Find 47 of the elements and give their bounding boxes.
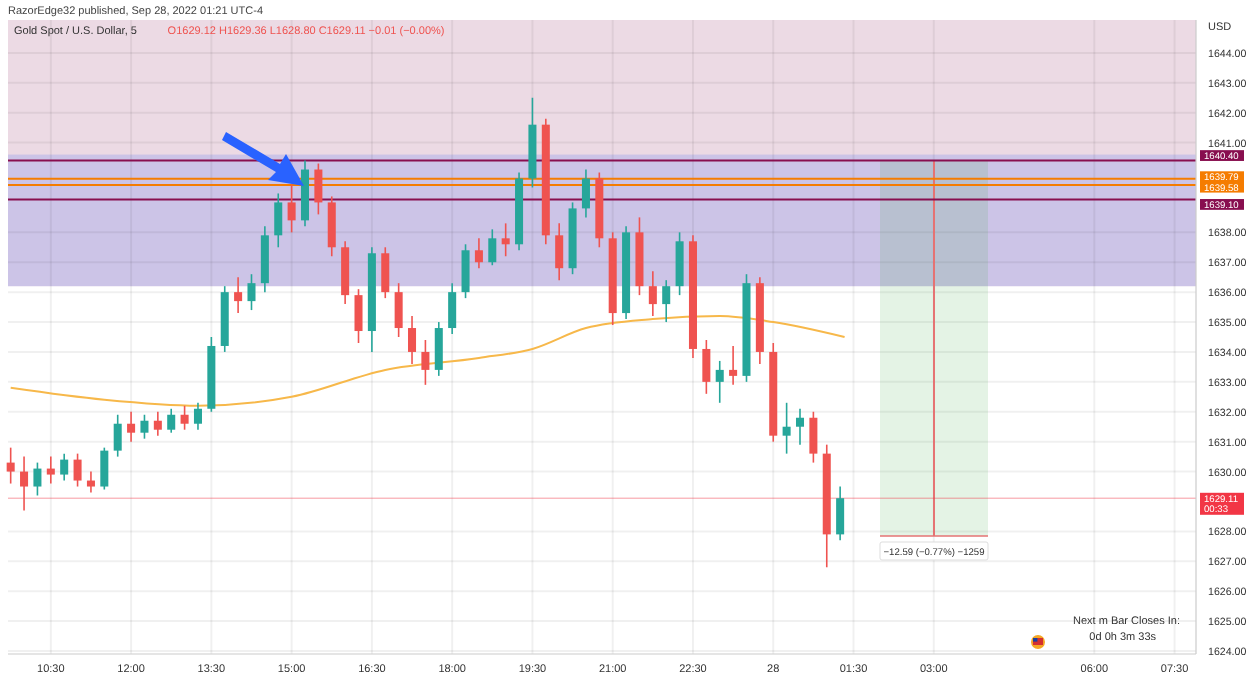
- candlestick: [234, 276, 243, 314]
- candlestick: [140, 413, 149, 440]
- candlestick: [662, 279, 671, 323]
- candlestick: [501, 222, 510, 258]
- candlestick: [715, 360, 724, 404]
- candlestick: [274, 192, 283, 249]
- candlestick: [73, 452, 82, 488]
- candlestick: [20, 455, 29, 512]
- candlestick: [434, 321, 443, 377]
- candlestick: [260, 225, 269, 293]
- candlestick: [488, 228, 497, 267]
- candlestick: [782, 401, 791, 455]
- candlestick: [795, 407, 805, 446]
- candlestick: [60, 452, 69, 482]
- candlestick: [675, 231, 684, 296]
- candlestick: [167, 407, 176, 434]
- candlestick: [247, 273, 256, 311]
- candlestick: [809, 410, 818, 464]
- candlestick: [33, 461, 42, 497]
- candlestick: [408, 315, 417, 365]
- candlestick: [327, 195, 336, 258]
- candlestick: [729, 345, 738, 386]
- candlestick: [581, 168, 590, 219]
- candlestick: [648, 270, 657, 317]
- candlestick: [381, 246, 390, 299]
- candlestick: [100, 446, 109, 491]
- candlestick: [394, 282, 403, 338]
- candlestick: [6, 446, 15, 485]
- candlestick: [836, 485, 845, 542]
- candlestick: [127, 410, 136, 443]
- candlestick: [113, 413, 122, 458]
- candlestick: [153, 410, 162, 437]
- candlestick: [702, 339, 711, 395]
- candlestick: [461, 243, 470, 299]
- candlestick: [193, 401, 202, 431]
- candlestick: [86, 470, 95, 494]
- candlestick: [314, 162, 323, 216]
- candlestick: [180, 404, 189, 431]
- line-series: [9, 315, 846, 407]
- candlestick: [341, 240, 350, 305]
- candlestick: [421, 339, 430, 386]
- candlestick: [448, 282, 457, 335]
- candlestick: [287, 183, 296, 234]
- candlestick: [46, 455, 55, 485]
- candlestick: [474, 237, 483, 270]
- candlestick: [555, 222, 564, 281]
- candlestick: [354, 288, 363, 344]
